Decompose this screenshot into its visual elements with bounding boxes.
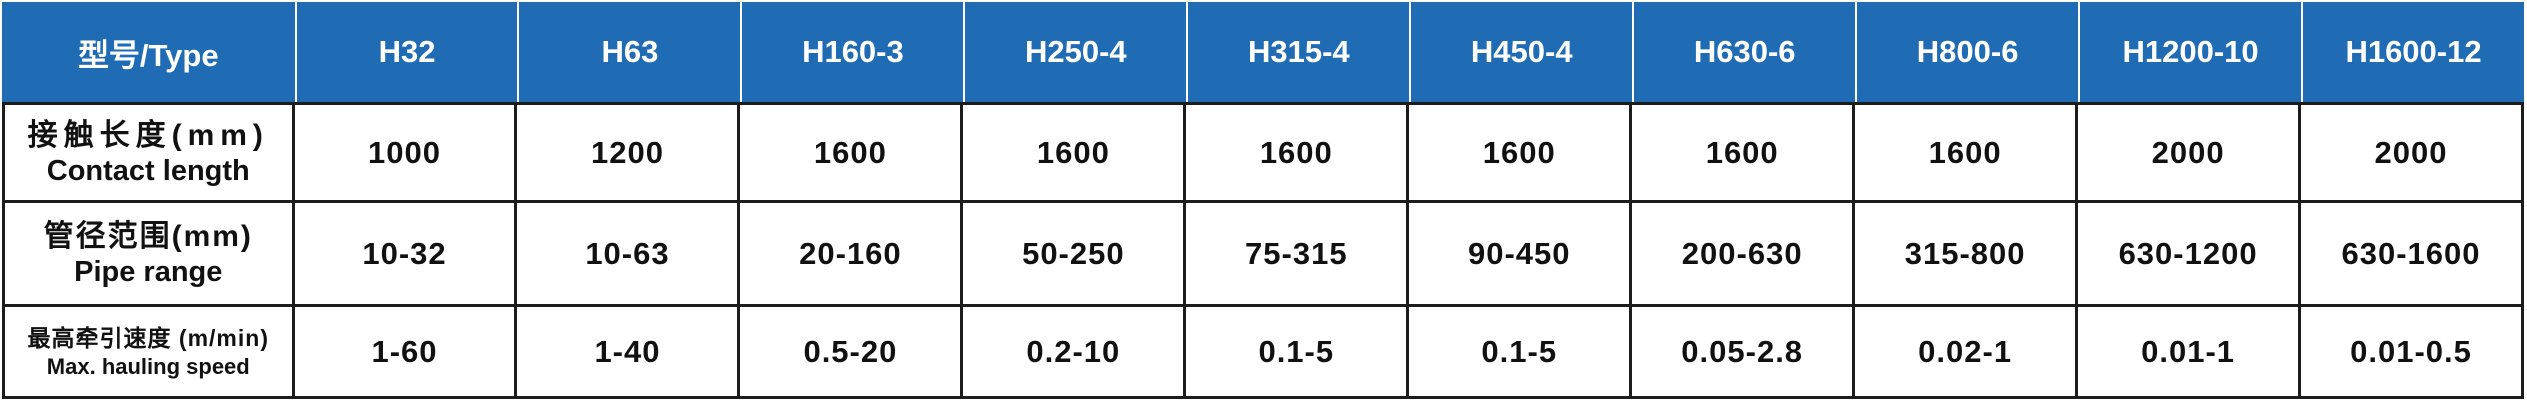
row-label-en: Pipe range: [74, 256, 223, 289]
table-row-hauling-speed: 最高牵引速度 (m/min) Max. hauling speed 1-60 1…: [2, 307, 2524, 399]
value-cell: 315-800: [1855, 203, 2079, 307]
header-type-cell: H800-6: [1855, 2, 2079, 102]
header-type-cell: H630-6: [1632, 2, 1856, 102]
row-label-cell: 管径范围(mm) Pipe range: [2, 203, 295, 307]
value-cell: 1600: [1855, 102, 2079, 203]
value-cell: 75-315: [1186, 203, 1410, 307]
value-cell: 630-1200: [2078, 203, 2302, 307]
row-label-zh: 管径范围(mm): [43, 220, 253, 254]
header-type-cell: H63: [517, 2, 741, 102]
value-cell: 1-60: [294, 307, 518, 399]
value-cell: 1-40: [517, 307, 741, 399]
value-cell: 200-630: [1632, 203, 1856, 307]
value-cell: 0.2-10: [963, 307, 1187, 399]
value-cell: 2000: [2078, 102, 2302, 203]
header-type-cell: H160-3: [740, 2, 964, 102]
value-cell: 90-450: [1409, 203, 1633, 307]
header-type-cell: H1600-12: [2301, 2, 2524, 102]
table-row-pipe-range: 管径范围(mm) Pipe range 10-32 10-63 20-160 5…: [2, 203, 2524, 307]
row-label-cell: 接触长度(mm) Contact length: [2, 102, 295, 203]
value-cell: 0.05-2.8: [1632, 307, 1856, 399]
value-cell: 1600: [740, 102, 964, 203]
value-cell: 0.5-20: [740, 307, 964, 399]
value-cell: 0.01-1: [2078, 307, 2302, 399]
value-cell: 1000: [294, 102, 518, 203]
header-type-cell: H250-4: [963, 2, 1187, 102]
row-label-en: Contact length: [46, 155, 250, 188]
header-row: 型号/Type H32 H63 H160-3 H250-4 H315-4 H45…: [2, 2, 2524, 102]
row-label-cell: 最高牵引速度 (m/min) Max. hauling speed: [2, 307, 295, 399]
value-cell: 1600: [1186, 102, 1410, 203]
value-cell: 10-63: [517, 203, 741, 307]
header-type-cell: H32: [294, 2, 518, 102]
row-label-zh: 最高牵引速度 (m/min): [27, 325, 269, 352]
value-cell: 0.01-0.5: [2301, 307, 2524, 399]
spec-table-grid: 型号/Type H32 H63 H160-3 H250-4 H315-4 H45…: [2, 2, 2524, 399]
value-cell: 1200: [517, 102, 741, 203]
value-cell: 1600: [1632, 102, 1856, 203]
header-type-cell: H450-4: [1409, 2, 1633, 102]
value-cell: 0.1-5: [1186, 307, 1410, 399]
value-cell: 2000: [2301, 102, 2524, 203]
row-label-zh: 接触长度(mm): [27, 119, 269, 153]
value-cell: 10-32: [294, 203, 518, 307]
value-cell: 50-250: [963, 203, 1187, 307]
value-cell: 1600: [1409, 102, 1633, 203]
table-row-contact-length: 接触长度(mm) Contact length 1000 1200 1600 1…: [2, 102, 2524, 203]
value-cell: 1600: [963, 102, 1187, 203]
value-cell: 20-160: [740, 203, 964, 307]
value-cell: 630-1600: [2301, 203, 2524, 307]
header-corner-cell: 型号/Type: [2, 2, 295, 102]
row-label-en: Max. hauling speed: [46, 354, 250, 380]
header-type-cell: H315-4: [1186, 2, 1410, 102]
header-type-cell: H1200-10: [2078, 2, 2302, 102]
value-cell: 0.1-5: [1409, 307, 1633, 399]
value-cell: 0.02-1: [1855, 307, 2079, 399]
